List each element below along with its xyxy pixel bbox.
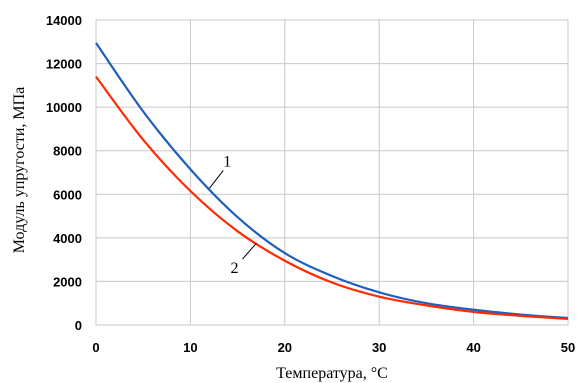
y-tick-label: 0 [75,318,82,333]
curve-label-2: 2 [230,260,238,277]
curve-label-leader-2 [242,242,257,260]
x-axis-ticks: 0 10 20 30 40 50 [92,340,575,355]
y-tick-label: 14000 [46,13,82,28]
series-line-1 [95,42,569,320]
x-tick-label: 10 [183,340,197,355]
plot-frame [95,19,569,326]
series-layer [95,42,569,320]
x-tick-label: 0 [92,340,99,355]
y-tick-label: 2000 [53,274,82,289]
x-axis-title: Температура, °С [276,365,388,382]
x-tick-label: 50 [561,340,575,355]
curve-label-1: 1 [223,153,231,170]
x-tick-label: 20 [278,340,292,355]
grid [95,19,569,326]
curve-label-leader-1 [208,170,224,189]
y-tick-label: 6000 [53,187,82,202]
y-tick-label: 4000 [53,231,82,246]
curve-labels: 12 [208,153,257,277]
y-tick-label: 12000 [46,57,82,72]
series-line-2 [95,75,569,320]
y-axis-ticks: 0 2000 4000 6000 8000 10000 12000 14000 [46,13,82,333]
y-tick-label: 8000 [53,144,82,159]
y-axis-title: Модуль упругости, МПа [11,87,28,254]
x-tick-label: 40 [466,340,480,355]
y-tick-label: 10000 [46,100,82,115]
x-tick-label: 30 [372,340,386,355]
